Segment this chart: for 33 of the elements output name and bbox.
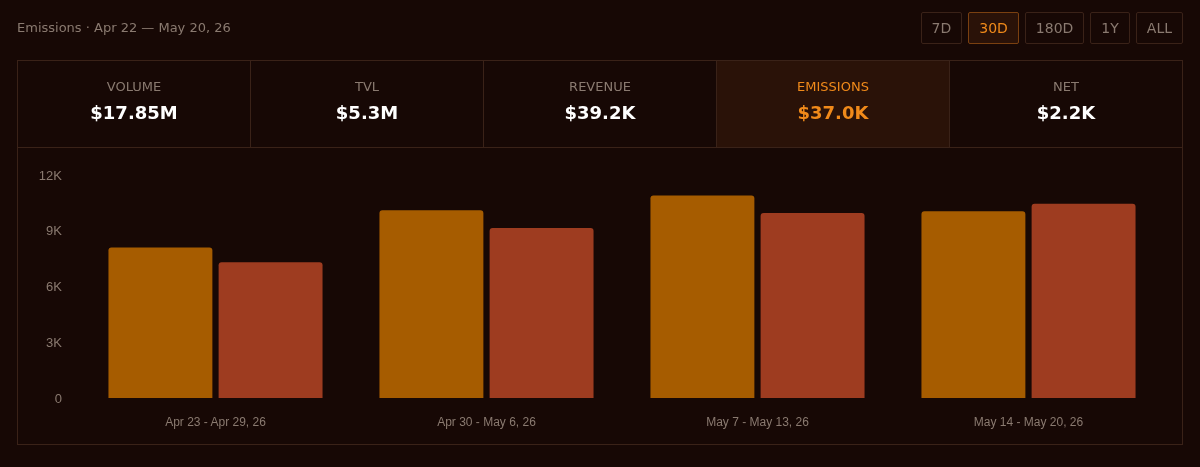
text: 30D xyxy=(968,12,1019,44)
x-tick-label: May 7 - May 13, 26 xyxy=(706,415,810,429)
text: NET xyxy=(1052,79,1080,94)
text: 180D xyxy=(1024,12,1085,44)
chart-title: Emissions · Apr 22 — May 20, 26 xyxy=(17,20,231,35)
x-tick-label: May 14 - May 20, 26 xyxy=(973,415,1084,429)
bar xyxy=(1031,203,1136,398)
bar xyxy=(489,227,594,398)
text: 7D xyxy=(920,12,963,44)
bar xyxy=(108,247,213,398)
text: $17.85M xyxy=(89,102,179,123)
y-tick-label: 3K xyxy=(46,334,63,350)
y-tick-label: 12K xyxy=(38,167,63,183)
text: $2.2K xyxy=(1035,102,1097,123)
text: EMISSIONS xyxy=(796,79,870,94)
bar xyxy=(218,262,323,398)
text: ALL xyxy=(1135,12,1183,44)
text: 1Y xyxy=(1090,12,1130,44)
text: REVENUE xyxy=(568,79,632,94)
text: $37.0K xyxy=(796,102,870,123)
y-tick-label: 6K xyxy=(46,279,63,294)
text: $39.2K xyxy=(563,102,637,123)
text: $5.3M xyxy=(334,102,400,123)
text: TVL xyxy=(353,79,381,94)
y-tick-label: 0 xyxy=(54,390,62,406)
x-tick-label: Apr 30 - May 6, 26 xyxy=(437,415,537,429)
bar xyxy=(921,211,1026,398)
x-tick-label: Apr 23 - Apr 29, 26 xyxy=(165,415,267,429)
y-tick-label: 9K xyxy=(46,223,63,239)
text: VOLUME xyxy=(105,79,163,94)
bar xyxy=(650,195,755,398)
bar xyxy=(379,210,484,398)
bar xyxy=(760,213,865,398)
